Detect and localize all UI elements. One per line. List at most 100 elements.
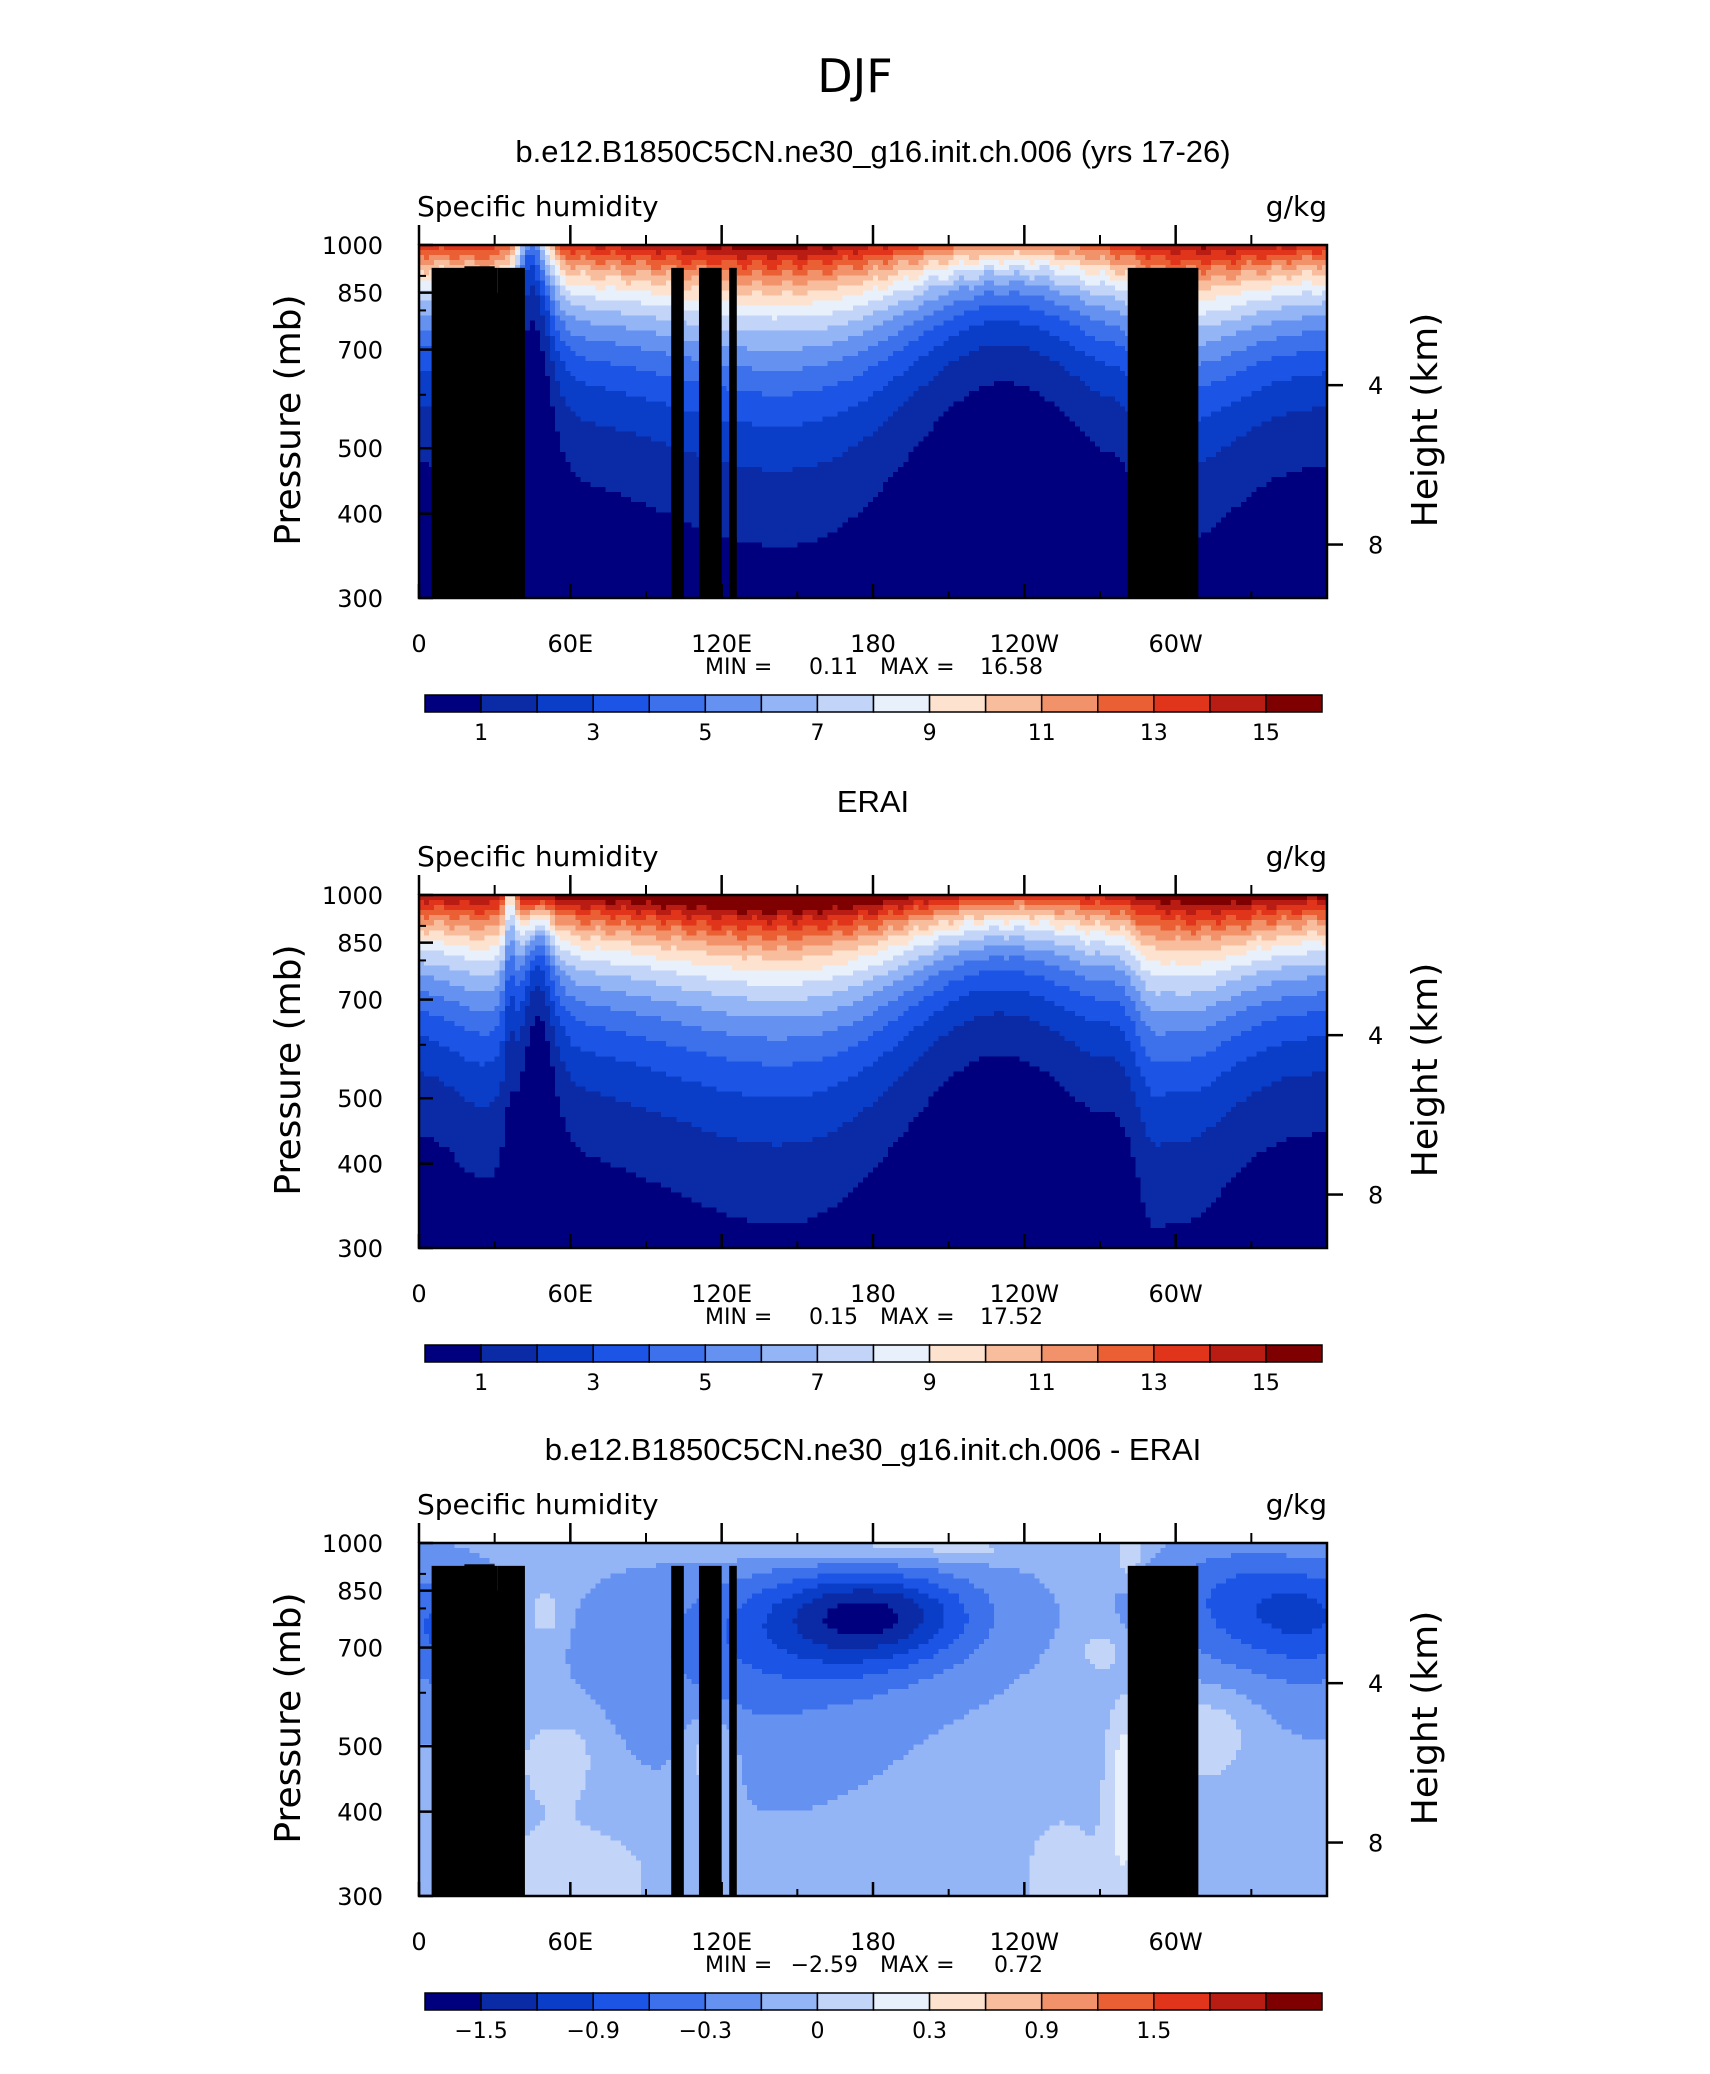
contour-cell bbox=[1221, 326, 1227, 332]
contour-cell bbox=[525, 336, 531, 342]
contour-cell bbox=[580, 265, 586, 271]
contour-cell bbox=[1024, 295, 1030, 301]
contour-cell bbox=[928, 280, 934, 286]
contour-cell bbox=[823, 336, 829, 342]
contour-cell bbox=[792, 290, 798, 296]
contour-cell bbox=[1065, 290, 1071, 296]
contour-cell bbox=[1080, 285, 1086, 291]
contour-cell bbox=[863, 255, 869, 261]
contour-cell bbox=[1080, 311, 1086, 317]
contour-cell bbox=[1019, 280, 1025, 286]
contour-cell bbox=[565, 290, 571, 296]
contour-cell bbox=[626, 306, 632, 312]
contour-cell bbox=[868, 321, 874, 327]
contour-cell bbox=[964, 265, 970, 271]
contour-cell bbox=[979, 321, 985, 327]
contour-cell bbox=[636, 290, 642, 296]
contour-cell bbox=[1050, 316, 1056, 322]
contour-cell bbox=[1277, 265, 1283, 271]
contour-cell bbox=[1282, 306, 1288, 312]
contour-cell bbox=[969, 280, 975, 286]
contour-cell bbox=[1211, 280, 1217, 286]
contour-cell bbox=[939, 275, 945, 281]
contour-cell bbox=[989, 275, 995, 281]
contour-cell bbox=[944, 306, 950, 312]
contour-cell bbox=[646, 311, 652, 317]
contour-cell bbox=[606, 280, 612, 286]
contour-cell bbox=[580, 316, 586, 322]
contour-cell bbox=[782, 270, 788, 276]
contour-cell bbox=[656, 316, 662, 322]
contour-cell bbox=[1100, 275, 1106, 281]
contour-cell bbox=[1090, 280, 1096, 286]
contour-cell bbox=[596, 295, 602, 301]
contour-cell bbox=[1095, 300, 1101, 306]
contour-cell bbox=[601, 306, 607, 312]
contour-cell bbox=[762, 321, 768, 327]
contour-cell bbox=[807, 326, 813, 332]
contour-cell bbox=[621, 300, 627, 306]
contour-cell bbox=[1075, 265, 1081, 271]
contour-cell bbox=[1221, 285, 1227, 291]
contour-cell bbox=[530, 290, 536, 296]
contour-cell bbox=[1317, 326, 1323, 332]
contour-cell bbox=[954, 280, 960, 286]
contour-cell bbox=[893, 300, 899, 306]
contour-cell bbox=[656, 280, 662, 286]
contour-cell bbox=[772, 260, 778, 266]
contour-cell bbox=[1095, 311, 1101, 317]
contour-cell bbox=[1014, 306, 1020, 312]
contour-cell bbox=[535, 270, 541, 276]
contour-cell bbox=[944, 270, 950, 276]
contour-cell bbox=[969, 300, 975, 306]
contour-cell bbox=[1256, 311, 1262, 317]
contour-cell bbox=[591, 331, 597, 337]
contour-cell bbox=[818, 321, 824, 327]
contour-cell bbox=[959, 250, 965, 256]
contour-cell bbox=[580, 321, 586, 327]
contour-cell bbox=[1060, 311, 1066, 317]
contour-cell bbox=[913, 336, 919, 342]
contour-cell bbox=[994, 295, 1000, 301]
contour-cell bbox=[1317, 265, 1323, 271]
contour-cell bbox=[1226, 250, 1232, 256]
contour-cell bbox=[545, 306, 551, 312]
contour-cell bbox=[1287, 255, 1293, 261]
contour-cell bbox=[1039, 260, 1045, 266]
contour-cell bbox=[1266, 275, 1272, 281]
contour-cell bbox=[1004, 331, 1010, 337]
contour-cell bbox=[1206, 275, 1212, 281]
contour-cell bbox=[888, 336, 894, 342]
contour-cell bbox=[1221, 300, 1227, 306]
contour-cell bbox=[606, 306, 612, 312]
contour-cell bbox=[565, 260, 571, 266]
contour-cell bbox=[606, 300, 612, 306]
contour-cell bbox=[722, 270, 728, 276]
contour-cell bbox=[565, 265, 571, 271]
contour-cell bbox=[742, 321, 748, 327]
contour-cell bbox=[580, 275, 586, 281]
contour-cell bbox=[611, 280, 617, 286]
contour-cell bbox=[989, 306, 995, 312]
contour-cell bbox=[974, 255, 980, 261]
panel-title: b.e12.B1850C5CN.ne30_g16.init.ch.006 (yr… bbox=[515, 134, 1230, 169]
contour-cell bbox=[636, 331, 642, 337]
contour-cell bbox=[1307, 306, 1313, 312]
contour-cell bbox=[1115, 316, 1121, 322]
contour-cell bbox=[1287, 290, 1293, 296]
contour-cell bbox=[621, 280, 627, 286]
contour-cell bbox=[767, 295, 773, 301]
contour-cell bbox=[1009, 265, 1015, 271]
contour-cell bbox=[1060, 331, 1066, 337]
contour-cell bbox=[908, 270, 914, 276]
contour-cell bbox=[1231, 265, 1237, 271]
contour-cell bbox=[1261, 250, 1267, 256]
contour-cell bbox=[913, 295, 919, 301]
contour-cell bbox=[903, 306, 909, 312]
contour-cell bbox=[923, 316, 929, 322]
contour-cell bbox=[1256, 265, 1262, 271]
contour-cell bbox=[812, 285, 818, 291]
contour-cell bbox=[848, 295, 854, 301]
contour-cell bbox=[898, 300, 904, 306]
contour-cell bbox=[1282, 326, 1288, 332]
